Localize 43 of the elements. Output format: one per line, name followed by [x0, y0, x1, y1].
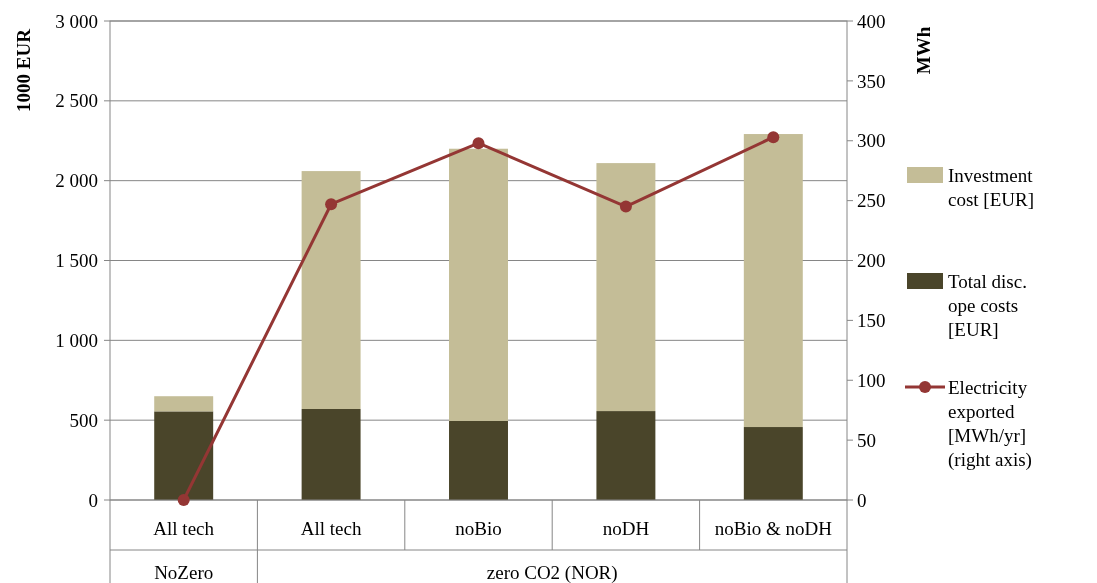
x-tick-label: All tech — [300, 517, 362, 539]
y-tick-label: 3 000 — [55, 10, 98, 32]
y2-tick-label: 250 — [857, 190, 886, 212]
x-tick-label: All tech — [153, 517, 215, 539]
bar — [154, 411, 214, 500]
y2-tick-label: 150 — [857, 310, 886, 332]
point — [472, 137, 485, 150]
text: NoZero — [154, 561, 214, 583]
y2-tick-label: 50 — [857, 429, 876, 451]
y-tick-label: 2 500 — [55, 90, 98, 112]
bar — [743, 427, 803, 500]
y-tick-label: 500 — [69, 409, 98, 431]
y-tick-label: 1 000 — [55, 329, 98, 351]
y2-tick-label: 300 — [857, 130, 886, 152]
bar — [449, 420, 508, 500]
legend-label: Investment cost [EUR] — [948, 164, 1035, 210]
y-tick-label: 0 — [88, 489, 98, 511]
bar — [743, 134, 803, 428]
x-tick-label: noBio & noDH — [714, 517, 833, 539]
y2-tick-label: 350 — [857, 70, 886, 92]
bar — [301, 171, 361, 409]
y2-tick-label: 400 — [857, 10, 886, 32]
text: zero CO2 (NOR) — [486, 561, 618, 583]
point — [619, 200, 632, 213]
y2-axis-title: MWh — [913, 26, 934, 75]
y-tick-label: 1 500 — [55, 250, 98, 272]
y-axis-title: 1000 EUR — [13, 28, 34, 112]
bar — [449, 148, 508, 421]
bar — [596, 411, 656, 500]
x-tick-label: noBio — [455, 517, 502, 539]
y2-tick-label: 100 — [857, 369, 886, 391]
x-tick-label: noDH — [602, 517, 650, 539]
bar — [596, 163, 656, 412]
legend-label: Electricity exported [MWh/yr] (right axis) — [948, 376, 1032, 471]
y2-tick-label: 0 — [857, 489, 867, 511]
y-tick-label: 2 000 — [55, 170, 98, 192]
point — [325, 198, 338, 211]
bar — [154, 396, 214, 412]
y2-tick-label: 200 — [857, 250, 886, 272]
bar — [301, 408, 361, 500]
point — [177, 494, 190, 506]
point — [767, 131, 780, 144]
legend-label: Total disc. ope costs [EUR] — [948, 270, 1027, 340]
